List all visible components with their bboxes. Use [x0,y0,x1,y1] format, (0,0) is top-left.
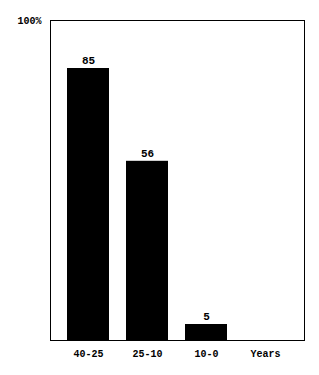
svg-text:Years: Years [250,349,280,360]
svg-text:100%: 100% [17,16,41,27]
svg-text:25-10: 25-10 [132,349,162,360]
svg-text:40-25: 40-25 [73,349,103,360]
svg-text:5: 5 [203,311,210,323]
svg-text:10-0: 10-0 [194,349,218,360]
svg-text:56: 56 [141,148,154,160]
svg-text:85: 85 [82,55,96,67]
